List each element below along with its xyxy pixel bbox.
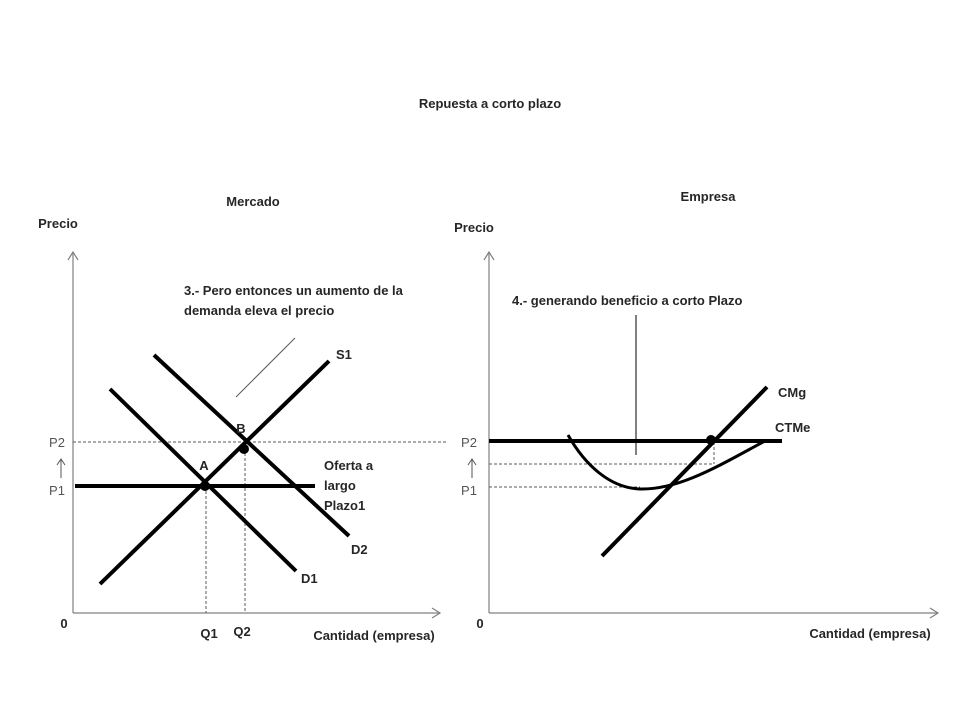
demand-curve-d1 bbox=[108, 387, 298, 573]
firm-equilibrium-point bbox=[706, 435, 716, 445]
firm-price-rise-arrow-icon bbox=[467, 458, 477, 466]
ctme-label: CTMe bbox=[775, 420, 810, 435]
long-run-supply-label-line3: Plazo1 bbox=[324, 498, 365, 513]
equilibrium-point-b bbox=[239, 444, 249, 454]
point-b-label: B bbox=[236, 421, 245, 436]
firm-y-axis-label: Precio bbox=[454, 220, 494, 235]
demand-d2-label: D2 bbox=[351, 542, 368, 557]
firm-p1-label: P1 bbox=[461, 483, 477, 498]
market-p2-label: P2 bbox=[49, 435, 65, 450]
market-y-axis-arrow-icon bbox=[67, 250, 79, 261]
q1-label: Q1 bbox=[200, 626, 217, 641]
demand-curve-d2 bbox=[152, 353, 351, 538]
market-note-line1: 3.- Pero entonces un aumento de la bbox=[184, 283, 404, 298]
firm-panel: Empresa Precio 0 Cantidad (empresa) P2 P… bbox=[454, 189, 940, 641]
marginal-cost-curve-cmg bbox=[600, 385, 769, 558]
market-origin-label: 0 bbox=[60, 616, 67, 631]
point-a-label: A bbox=[199, 458, 209, 473]
supply-s1-label: S1 bbox=[336, 347, 352, 362]
q2-label: Q2 bbox=[233, 624, 250, 639]
demand-d1-label: D1 bbox=[301, 571, 318, 586]
long-run-supply-label-line1: Oferta a bbox=[324, 458, 374, 473]
market-y-axis-label: Precio bbox=[38, 216, 78, 231]
market-x-axis-label: Cantidad (empresa) bbox=[313, 628, 434, 643]
market-heading: Mercado bbox=[226, 194, 280, 209]
market-note-pointer bbox=[235, 337, 296, 398]
firm-y-axis-arrow-icon bbox=[483, 250, 495, 261]
cmg-label: CMg bbox=[778, 385, 806, 400]
firm-x-axis-label: Cantidad (empresa) bbox=[809, 626, 930, 641]
firm-x-axis-arrow-icon bbox=[929, 607, 940, 619]
firm-note: 4.- generando beneficio a corto Plazo bbox=[512, 293, 742, 308]
equilibrium-point-a bbox=[200, 481, 210, 491]
firm-heading: Empresa bbox=[681, 189, 737, 204]
market-x-axis-arrow-icon bbox=[431, 607, 442, 619]
market-p1-label: P1 bbox=[49, 483, 65, 498]
diagram-title: Repuesta a corto plazo bbox=[419, 96, 561, 111]
average-cost-curve-ctme bbox=[566, 434, 766, 491]
firm-origin-label: 0 bbox=[476, 616, 483, 631]
long-run-supply-label-line2: largo bbox=[324, 478, 356, 493]
market-price-rise-arrow-icon bbox=[56, 458, 66, 466]
supply-curve-s1 bbox=[98, 359, 331, 586]
market-panel: Mercado Precio 0 Cantidad (empresa) P2 P… bbox=[38, 194, 448, 643]
market-note-line2: demanda eleva el precio bbox=[184, 303, 334, 318]
firm-p2-label: P2 bbox=[461, 435, 477, 450]
